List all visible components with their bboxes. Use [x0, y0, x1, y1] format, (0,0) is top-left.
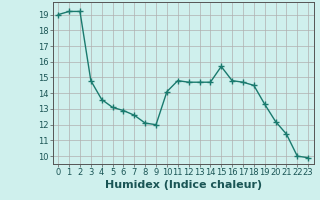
X-axis label: Humidex (Indice chaleur): Humidex (Indice chaleur)	[105, 180, 262, 190]
